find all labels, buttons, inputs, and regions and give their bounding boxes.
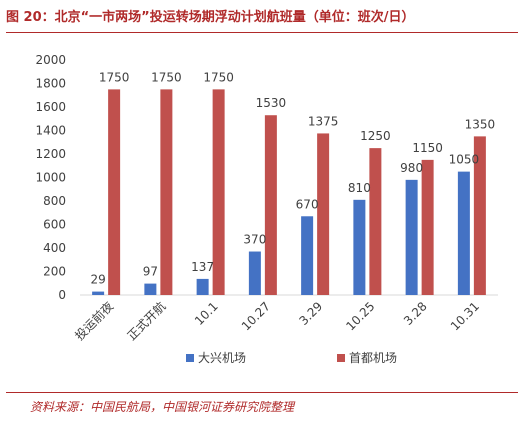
bar-capital: [473, 136, 486, 295]
data-label: 1750: [203, 70, 234, 84]
bar-daxing: [92, 291, 105, 295]
y-tick-label: 200: [43, 265, 66, 279]
bar-capital: [108, 89, 121, 295]
y-tick-label: 2000: [35, 53, 66, 67]
data-label: 1350: [465, 117, 496, 131]
data-label: 1050: [449, 153, 480, 167]
bar-daxing: [405, 179, 418, 295]
x-tick-label: 10.31: [448, 299, 482, 333]
bar-chart: 0 200 400 600 800 1000 1200 1400 1600 1800 2000 投运…: [35, 53, 498, 365]
x-tick-label: 投运前夜: [72, 299, 117, 344]
legend-swatch: [186, 354, 194, 362]
data-label: 980: [400, 161, 423, 175]
data-label: 1530: [256, 96, 287, 110]
data-label: 1750: [99, 70, 130, 84]
legend-swatch: [337, 354, 345, 362]
source-rule: [6, 392, 518, 393]
bar-capital: [160, 89, 173, 295]
x-tick-label: 3.29: [296, 299, 325, 328]
x-tick-label: 10.27: [239, 299, 273, 333]
bar-daxing: [144, 283, 157, 295]
data-label: 670: [296, 197, 319, 211]
x-tick-label: 3.28: [401, 299, 430, 328]
x-axis: 投运前夜 正式开航 10.1 10.27 3.29 10.25 3.28 10.31: [72, 294, 498, 344]
data-label: 810: [348, 181, 371, 195]
source-note: 资料来源：中国民航局，中国银河证券研究院整理: [30, 400, 295, 414]
legend-label: 大兴机场: [198, 351, 246, 365]
legend-label: 首都机场: [349, 351, 397, 365]
bar-capital: [421, 159, 434, 295]
data-labels: 29 1750 97 1750 137 1750 370 1530 670 1375 810 1250…: [90, 70, 495, 286]
y-tick-label: 1400: [35, 124, 66, 138]
data-label: 370: [243, 233, 266, 247]
bar-daxing: [196, 278, 209, 295]
bar-capital: [369, 148, 382, 295]
data-label: 1375: [308, 114, 339, 128]
bar-daxing: [457, 171, 470, 295]
y-tick-label: 1200: [35, 147, 66, 161]
x-tick-label: 10.25: [343, 299, 377, 333]
data-label: 97: [143, 265, 158, 279]
bar-capital: [317, 133, 330, 295]
bar-daxing: [248, 251, 261, 295]
title-rule: [6, 32, 518, 33]
y-tick-label: 1000: [35, 171, 66, 185]
data-label: 1250: [360, 129, 391, 143]
data-label: 1750: [151, 70, 182, 84]
bar-capital: [212, 89, 225, 295]
figure-title: 图 20：北京“一市两场”投运转场期浮动计划航班量（单位：班次/日）: [6, 10, 415, 25]
bar-capital: [264, 115, 277, 295]
y-tick-label: 400: [43, 241, 66, 255]
x-tick-label: 正式开航: [124, 299, 169, 344]
y-tick-label: 0: [58, 288, 66, 302]
bar-daxing: [301, 216, 314, 295]
data-label: 137: [191, 260, 214, 274]
y-tick-label: 600: [43, 218, 66, 232]
y-tick-label: 1800: [35, 77, 66, 91]
y-tick-label: 1600: [35, 100, 66, 114]
x-tick-label: 10.1: [192, 299, 221, 328]
bar-series: [92, 89, 486, 295]
y-tick-label: 800: [43, 194, 66, 208]
bar-daxing: [353, 199, 366, 295]
y-axis: 0 200 400 600 800 1000 1200 1400 1600 1800 2000: [35, 53, 66, 302]
data-label: 29: [90, 273, 105, 287]
chart-legend: 大兴机场 首都机场: [186, 351, 397, 365]
data-label: 1150: [412, 141, 443, 155]
